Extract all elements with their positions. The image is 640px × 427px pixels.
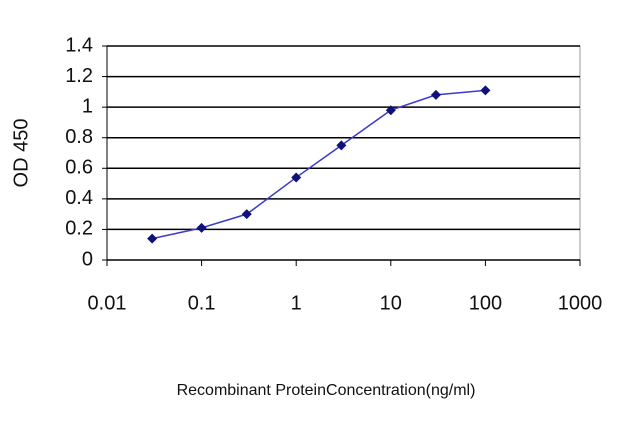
x-tick-label: 0.01 [88, 292, 127, 314]
y-tick-label: 1 [82, 95, 93, 117]
data-point [291, 172, 302, 183]
x-tick-label: 0.1 [188, 292, 216, 314]
data-point [147, 233, 158, 244]
data-point [385, 105, 396, 116]
x-tick-label: 10 [380, 292, 402, 314]
y-axis-label: OD 450 [10, 119, 32, 188]
y-tick-label: 1.4 [65, 34, 93, 56]
y-tick-label: 0.6 [65, 157, 93, 179]
x-tick-label: 1000 [558, 292, 603, 314]
x-axis-label: Recombinant ProteinConcentration(ng/ml) [177, 382, 476, 399]
y-tick-label: 0.4 [65, 187, 93, 209]
data-line [151, 89, 486, 240]
y-tick-label: 1.2 [65, 65, 93, 87]
data-point [430, 89, 441, 100]
data-point [336, 140, 347, 151]
data-point [241, 209, 252, 220]
plot-area [106, 45, 581, 261]
x-tick-label: 1 [291, 292, 302, 314]
data-point [480, 85, 491, 96]
y-tick-label: 0 [82, 248, 93, 270]
y-tick-label: 0.2 [65, 218, 93, 240]
y-tick-label: 0.8 [65, 126, 93, 148]
data-point [196, 222, 207, 233]
x-tick-label: 100 [469, 292, 502, 314]
